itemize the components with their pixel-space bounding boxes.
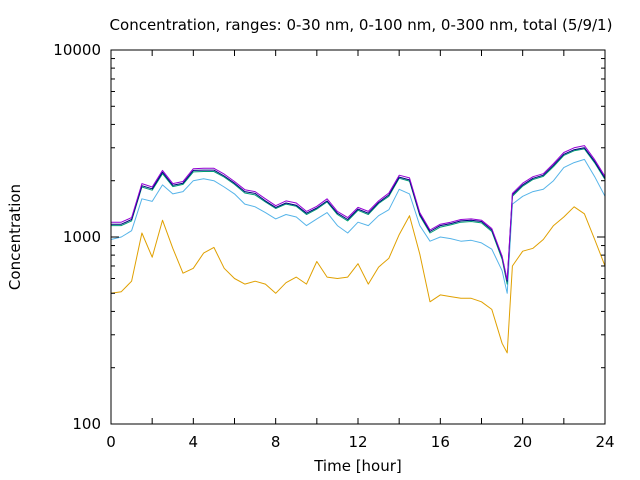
x-tick-label: 4 — [189, 433, 199, 451]
x-axis-label: Time [hour] — [313, 457, 402, 475]
y-tick-label: 100 — [72, 415, 101, 433]
y-tick-label: 10000 — [53, 41, 101, 59]
x-tick-label: 0 — [106, 433, 116, 451]
series-layer — [110, 145, 606, 354]
series-line-4 — [111, 145, 606, 281]
x-tick-label: 8 — [271, 433, 281, 451]
plot-frame — [110, 49, 606, 425]
x-tick-label: 12 — [348, 433, 367, 451]
axis-layer: 0 4 8 12 16 20 24 100 1000 10000 — [53, 41, 614, 451]
x-tick-label: 20 — [513, 433, 532, 451]
series-line-0 — [110, 206, 606, 354]
chart-title: Concentration, ranges: 0-30 nm, 0-100 nm… — [110, 16, 613, 34]
x-tick-label: 24 — [595, 433, 614, 451]
series-line-1 — [110, 158, 606, 294]
series-line-3 — [111, 147, 606, 282]
x-tick-label: 16 — [431, 433, 450, 451]
y-tick-label: 1000 — [63, 228, 101, 246]
series-line-2 — [111, 148, 606, 285]
y-axis-label: Concentration — [6, 184, 24, 290]
